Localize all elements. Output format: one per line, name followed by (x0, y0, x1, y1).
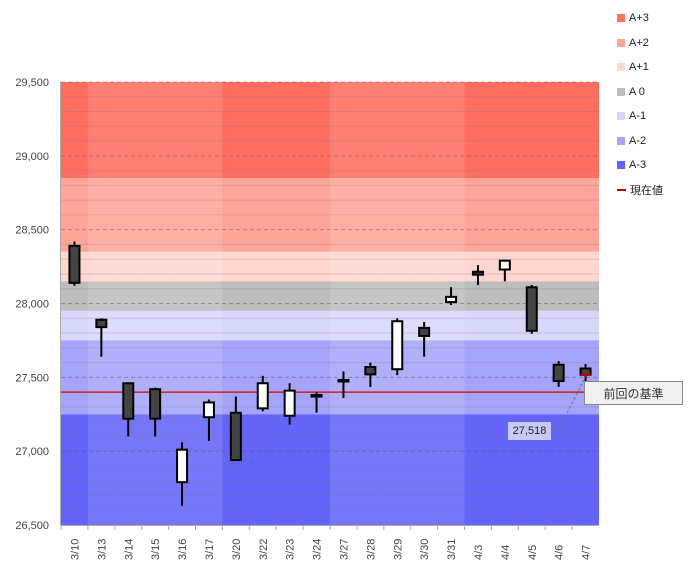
legend-swatch (617, 38, 625, 47)
legend-label: A 0 (629, 85, 645, 98)
candle-body-up (202, 401, 215, 419)
x-tick-label: 4/3 (473, 545, 485, 560)
candle-body-down (122, 382, 135, 420)
legend-line-swatch (617, 188, 626, 191)
x-tick-label: 3/23 (285, 539, 297, 560)
x-tick-label: 3/13 (96, 539, 108, 560)
column-shade (330, 82, 357, 525)
x-tick-label: 3/31 (446, 539, 458, 560)
column-shade (141, 82, 169, 525)
column-shade (87, 82, 115, 525)
y-tick-label: 27,500 (15, 372, 49, 384)
legend-swatch (617, 161, 625, 170)
legend-swatch (617, 136, 625, 145)
band-a+2 (61, 177, 599, 252)
x-tick-label: 4/4 (500, 545, 512, 560)
legend-label: 現在値 (630, 184, 663, 197)
candle-body-up (283, 389, 296, 417)
x-tick-label: 3/17 (204, 539, 216, 560)
x-tick-label: 3/15 (150, 539, 162, 560)
x-tick-label: 4/7 (581, 545, 593, 560)
legend-label: A-3 (629, 159, 647, 172)
x-tick-label: 3/30 (419, 539, 431, 560)
column-shade (410, 82, 438, 525)
candle-body-down (552, 363, 565, 383)
band-a-1 (61, 310, 599, 341)
candle-body-down (229, 411, 242, 462)
reference-line-label: 前回の基準 (584, 381, 683, 405)
column-shade (195, 82, 223, 525)
y-tick-label: 29,500 (15, 77, 49, 89)
y-tick-label: 26,500 (15, 520, 49, 532)
x-tick-label: 3/10 (69, 539, 81, 560)
x-tick-label: 4/6 (554, 545, 566, 560)
y-tick-label: 28,000 (15, 299, 49, 311)
legend-item-a-2[interactable]: A-2 (617, 129, 663, 154)
legend-swatch (617, 14, 625, 23)
legend-label: A-1 (629, 110, 647, 123)
x-tick-label: 3/20 (231, 539, 243, 560)
x-tick-label: 3/29 (392, 539, 404, 560)
x-tick-label: 4/5 (527, 545, 539, 560)
legend-swatch (617, 112, 625, 121)
y-tick-label: 27,000 (15, 446, 49, 458)
candle-body-down (364, 365, 377, 376)
candle-body-down (68, 244, 81, 284)
legend-item-a-1[interactable]: A-1 (617, 104, 663, 129)
band-a+3 (61, 82, 599, 178)
candle-body-up (498, 259, 511, 271)
candle-body-up (176, 448, 189, 484)
candle-body-down (525, 286, 538, 332)
current-value-callout: 27,518 (508, 422, 551, 440)
legend-item-a+1[interactable]: A+1 (617, 55, 663, 80)
legend-item-a+2[interactable]: A+2 (617, 31, 663, 56)
column-shade (383, 82, 411, 525)
candle-body-down (95, 318, 108, 329)
legend-swatch (617, 63, 625, 72)
candle-body-up (445, 295, 458, 304)
legend-item-a-3[interactable]: A-3 (617, 153, 663, 178)
candle-body-down (471, 270, 484, 276)
candle-body-down (310, 394, 323, 398)
y-tick-label: 29,000 (15, 151, 49, 163)
legend-label: A+3 (629, 12, 649, 25)
legend-label: A-2 (629, 134, 647, 147)
candle-body-up (337, 378, 350, 383)
legend: A+3 A+2 A+1 A 0 A-1 A-2 A-3 現在値 (617, 6, 663, 202)
legend-label: A+1 (629, 61, 649, 74)
column-shade (356, 82, 384, 525)
y-tick-label: 28,500 (15, 225, 49, 237)
candle-body-down (149, 388, 162, 420)
x-tick-label: 3/14 (123, 539, 135, 560)
column-shade (114, 82, 142, 525)
band-a0 (61, 281, 599, 311)
callout-leader (557, 376, 586, 432)
legend-label: A+2 (629, 36, 649, 49)
legend-item-current[interactable]: 現在値 (617, 178, 663, 203)
candle-body-down (418, 326, 431, 337)
legend-item-a+3[interactable]: A+3 (617, 6, 663, 31)
x-tick-label: 3/22 (258, 539, 270, 560)
legend-swatch (617, 87, 625, 96)
x-tick-label: 3/24 (312, 539, 324, 560)
candle-body-up (391, 320, 404, 371)
legend-item-a0[interactable]: A 0 (617, 80, 663, 105)
candle-body-up (256, 382, 269, 410)
x-tick-label: 3/28 (365, 539, 377, 560)
x-tick-label: 3/16 (177, 539, 189, 560)
x-tick-label: 3/27 (338, 539, 350, 560)
